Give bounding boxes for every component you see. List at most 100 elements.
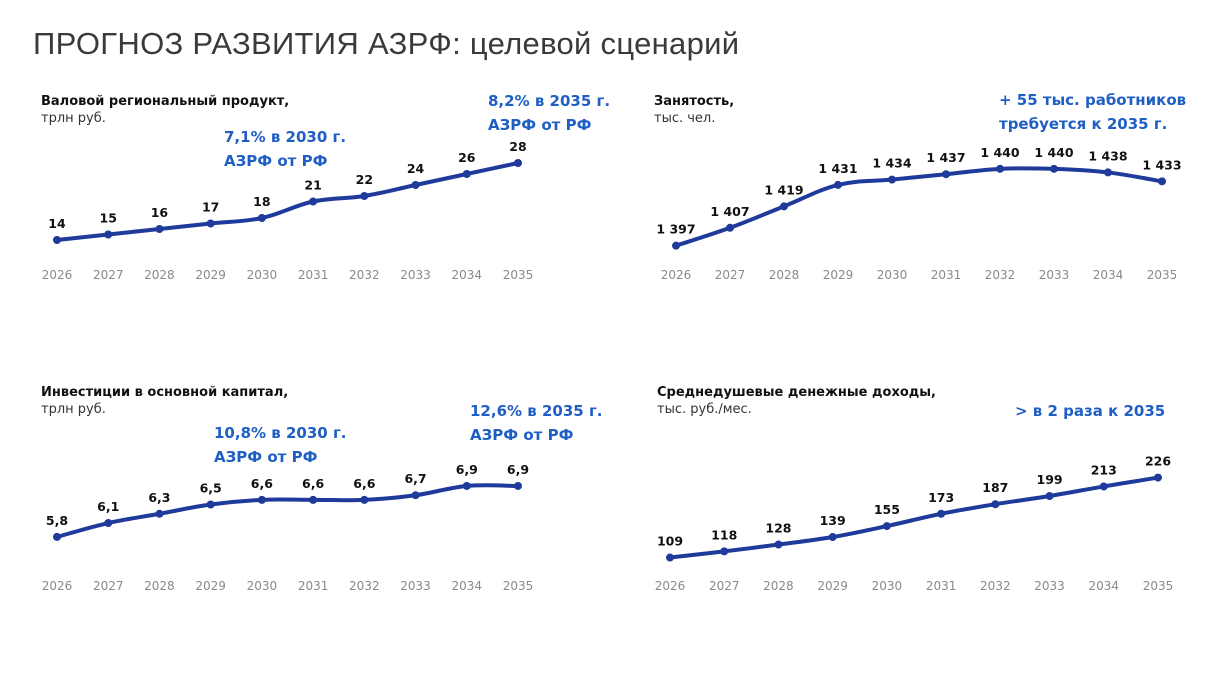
- value-label: 6,1: [97, 499, 119, 514]
- value-label: 226: [1145, 454, 1171, 469]
- value-label: 1 419: [764, 182, 803, 197]
- chart-title-grp: Валовой региональный продукт,: [41, 94, 290, 109]
- year-tick-label: 2031: [298, 579, 329, 593]
- value-label: 16: [151, 205, 169, 220]
- annotation-line: требуется к 2035 г.: [999, 115, 1168, 133]
- value-label: 24: [407, 161, 425, 176]
- data-point: [1104, 168, 1112, 177]
- line-chart-0: 14 2026 15 2027 16 2028 17 2029 18 2030 21 2031 22 20…: [42, 139, 534, 282]
- value-label: 22: [356, 172, 373, 187]
- year-tick-label: 2031: [926, 579, 957, 593]
- value-label: 1 397: [656, 222, 695, 237]
- chart-unit-investment: трлн руб.: [41, 402, 106, 417]
- data-point: [309, 197, 318, 206]
- value-label: 1 438: [1088, 148, 1127, 163]
- data-point: [104, 230, 113, 239]
- data-point: [1045, 492, 1054, 501]
- annotation-investment-2035: 12,6% в 2035 г. АЗРФ от РФ: [470, 399, 602, 447]
- year-tick-label: 2029: [195, 268, 226, 282]
- chart-unit-employment: тыс. чел.: [654, 111, 716, 126]
- year-tick-label: 2032: [980, 579, 1011, 593]
- data-point: [882, 522, 891, 531]
- year-tick-label: 2031: [298, 268, 329, 282]
- data-point: [996, 164, 1004, 173]
- data-point: [1154, 473, 1162, 482]
- data-point: [462, 170, 471, 178]
- data-point: [360, 192, 369, 200]
- value-label: 187: [982, 480, 1008, 495]
- value-label: 6,6: [353, 476, 375, 491]
- year-tick-label: 2029: [823, 268, 854, 282]
- annotation-line: АЗРФ от РФ: [214, 448, 318, 466]
- value-label: 6,9: [507, 462, 529, 477]
- value-label: 213: [1091, 462, 1117, 477]
- year-tick-label: 2030: [877, 268, 908, 282]
- value-label: 139: [820, 513, 846, 528]
- data-point: [53, 236, 61, 244]
- annotation-line: > в 2 раза к 2035: [1015, 402, 1166, 420]
- value-label: 6,9: [456, 462, 478, 477]
- year-tick-label: 2033: [400, 579, 431, 593]
- annotation-line: + 55 тыс. работников: [999, 91, 1187, 109]
- data-point: [726, 223, 734, 232]
- value-label: 173: [928, 490, 954, 505]
- year-tick-label: 2032: [985, 268, 1016, 282]
- data-point: [411, 491, 420, 500]
- annotation-employment: + 55 тыс. работников требуется к 2035 г.: [999, 88, 1186, 136]
- chart-unit-income: тыс. руб./мес.: [657, 402, 752, 417]
- data-point: [155, 225, 164, 233]
- value-label: 6,5: [200, 481, 222, 496]
- value-label: 14: [48, 216, 66, 231]
- value-label: 1 434: [872, 156, 911, 171]
- chart-unit-grp: трлн руб.: [41, 111, 106, 126]
- annotation-investment-2030: 10,8% в 2030 г. АЗРФ от РФ: [214, 421, 346, 469]
- data-point: [206, 219, 215, 228]
- value-label: 6,6: [251, 476, 273, 491]
- year-tick-label: 2028: [763, 579, 794, 593]
- data-point: [991, 500, 1000, 509]
- line-chart-1: 1 397 2026 1 407 2027 1 419 2028 1 431 2029 1 43…: [656, 145, 1181, 282]
- value-label: 155: [874, 502, 900, 517]
- year-tick-label: 2027: [93, 268, 124, 282]
- series-line: [668, 475, 1160, 560]
- data-point: [1158, 177, 1166, 186]
- series-line: [674, 166, 1164, 248]
- year-tick-label: 2028: [769, 268, 800, 282]
- year-tick-label: 2035: [1147, 268, 1178, 282]
- year-tick-label: 2034: [1093, 268, 1124, 282]
- year-tick-label: 2033: [1039, 268, 1070, 282]
- series-line: [55, 161, 520, 242]
- data-point: [257, 495, 266, 504]
- data-point: [672, 241, 680, 250]
- value-label: 1 440: [980, 145, 1019, 160]
- year-tick-label: 2026: [655, 579, 686, 593]
- data-point: [104, 519, 113, 528]
- series-line: [55, 483, 520, 539]
- line-chart-2: 5,8 2026 6,1 2027 6,3 2028 6,5 2029 6,6 2030 6,6 20…: [42, 462, 534, 593]
- chart-title-investment: Инвестиции в основной капитал,: [41, 385, 289, 400]
- value-label: 1 440: [1034, 145, 1073, 160]
- year-tick-label: 2026: [42, 579, 73, 593]
- year-tick-label: 2030: [872, 579, 903, 593]
- data-point: [155, 509, 164, 518]
- year-tick-label: 2032: [349, 579, 380, 593]
- data-point: [411, 181, 420, 189]
- year-tick-label: 2035: [503, 268, 534, 282]
- year-tick-label: 2028: [144, 268, 175, 282]
- annotation-line: 10,8% в 2030 г.: [214, 424, 347, 442]
- year-tick-label: 2029: [195, 579, 226, 593]
- data-point: [360, 495, 369, 504]
- value-label: 118: [711, 527, 737, 542]
- value-label: 109: [657, 534, 683, 549]
- year-tick-label: 2027: [93, 579, 124, 593]
- data-point: [780, 202, 788, 211]
- year-tick-label: 2033: [1034, 579, 1065, 593]
- data-point: [53, 532, 61, 541]
- year-tick-label: 2034: [452, 579, 483, 593]
- value-label: 1 431: [818, 161, 857, 176]
- year-tick-label: 2032: [349, 268, 380, 282]
- data-point: [828, 533, 837, 542]
- year-tick-label: 2031: [931, 268, 962, 282]
- data-point: [206, 500, 215, 509]
